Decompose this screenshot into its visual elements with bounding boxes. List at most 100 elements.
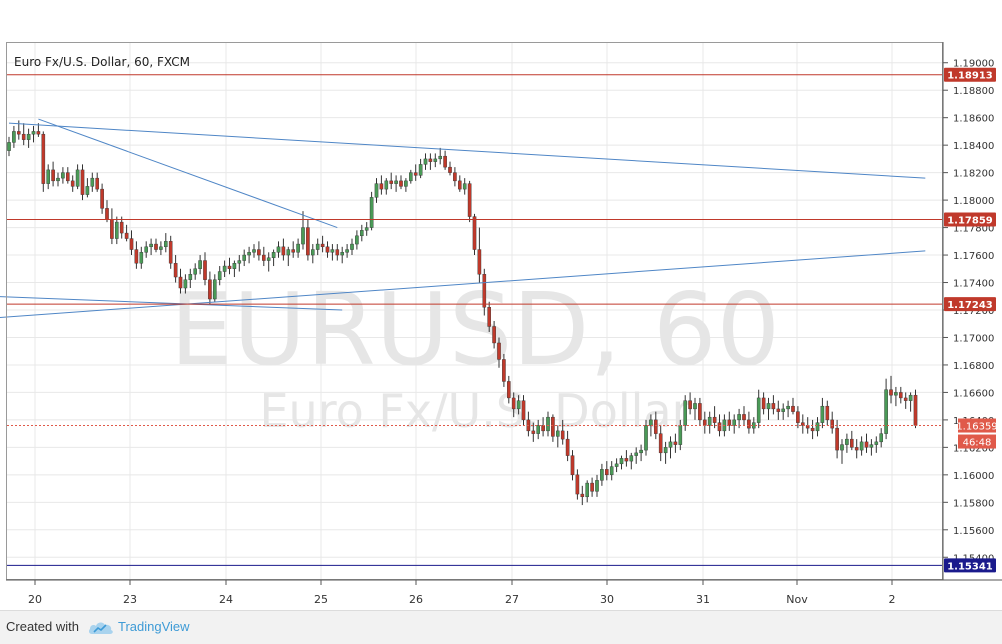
candle-body-down (41, 133, 46, 184)
candle (222, 260, 227, 278)
candle-body-down (21, 133, 26, 140)
candle (546, 411, 550, 437)
candle-body-up (139, 252, 144, 264)
x-tick-label: Nov (786, 593, 808, 606)
candle-body-up (462, 183, 467, 190)
candle-body-up (766, 403, 771, 410)
current-price-tag (958, 418, 996, 433)
candle (154, 238, 158, 253)
candle (345, 244, 349, 258)
candle-body-up (163, 241, 168, 248)
chart-frame[interactable]: EURUSD, 60 Euro Fx/U.S. Dollar 1.19000 1.… (0, 42, 1002, 610)
candle (409, 169, 413, 184)
candle-body-down (570, 455, 575, 476)
candle (560, 419, 565, 445)
candle (90, 172, 95, 192)
candle (95, 172, 99, 192)
trend-line[interactable] (38, 118, 338, 229)
candle (124, 224, 129, 242)
y-tick-label: 1.15800 (953, 498, 994, 509)
candle (673, 433, 678, 453)
candle-body-down (825, 405, 830, 421)
candle (404, 178, 408, 192)
candle-body-up (212, 279, 217, 300)
candle (36, 123, 41, 137)
time-axis[interactable]: 20 23 24 25 26 27 30 31 Nov 2 (28, 580, 896, 606)
candle-body-up (237, 260, 242, 264)
candle-body-down (100, 188, 104, 209)
candle-body-down (428, 158, 433, 162)
candle-body-up (369, 197, 374, 228)
y-tick-label: 1.17200 (953, 306, 994, 317)
candle (41, 131, 46, 192)
candle-body-up (360, 230, 364, 237)
candle (502, 353, 506, 387)
candle-body-up (286, 249, 291, 256)
candle-body-up (820, 405, 825, 423)
candle-body-up (193, 268, 198, 275)
y-tick-label: 1.17800 (953, 224, 994, 235)
candle-body-up (693, 403, 697, 410)
candle (350, 238, 354, 256)
trend-line[interactable] (8, 122, 926, 179)
candle (815, 417, 820, 437)
candle-body-down (673, 441, 678, 445)
candle (551, 414, 555, 442)
y-tick-label: 1.18800 (953, 86, 994, 97)
candle-body-down (551, 416, 555, 437)
candle-body-up (707, 416, 712, 426)
candle-body-down (129, 238, 134, 250)
candle (306, 219, 310, 261)
y-tick-label: 1.16600 (953, 388, 994, 399)
candle (884, 378, 888, 440)
candle (31, 125, 36, 143)
tradingview-cloud-icon[interactable] (88, 620, 114, 640)
tradingview-brand-link[interactable]: TradingView (118, 619, 190, 634)
candle (894, 386, 898, 407)
x-tick-label: 27 (505, 593, 519, 606)
candle-body-down (654, 419, 658, 434)
candle-body-up (301, 227, 305, 245)
candle (360, 224, 364, 242)
candle (7, 136, 11, 157)
candle-body-up (46, 169, 50, 184)
candle-body-up (884, 389, 888, 434)
candle (433, 153, 438, 168)
candle-body-down (17, 131, 21, 135)
candle-body-up (756, 397, 761, 423)
candle (266, 252, 271, 272)
candle-body-up (874, 441, 879, 445)
candle (889, 375, 893, 404)
price-axis[interactable]: 1.19000 1.18800 1.18600 1.18400 1.18200 1.180… (943, 59, 994, 565)
candle (183, 274, 188, 294)
x-tick-label: 31 (696, 593, 710, 606)
trend-line[interactable] (0, 296, 343, 311)
grid-layer (7, 43, 942, 579)
candle (766, 397, 771, 420)
candlestick-chart[interactable]: EURUSD, 60 Euro Fx/U.S. Dollar 1.190001.… (0, 42, 1002, 610)
candle (644, 419, 648, 456)
candle-body-down (291, 249, 296, 253)
chart-background (0, 42, 1002, 610)
candle (693, 397, 697, 420)
candle (487, 301, 492, 332)
candle-body-down (477, 249, 482, 275)
candle (257, 241, 261, 261)
candle (276, 241, 281, 258)
candle (776, 400, 781, 420)
candle-body-down (467, 183, 472, 217)
level-price-tag (944, 67, 996, 82)
candle (747, 411, 751, 434)
candle-body-up (840, 444, 844, 451)
candle-body-up (634, 452, 638, 456)
candle-body-down (178, 276, 183, 289)
candle-body-down (703, 419, 707, 426)
candle-body-up (614, 463, 619, 467)
trend-line[interactable] (0, 250, 926, 318)
candle (149, 238, 153, 256)
candle-body-down (796, 411, 800, 423)
candle-body-up (355, 235, 359, 245)
candle-body-down (565, 438, 570, 456)
candle (732, 414, 736, 434)
candle (114, 216, 119, 245)
